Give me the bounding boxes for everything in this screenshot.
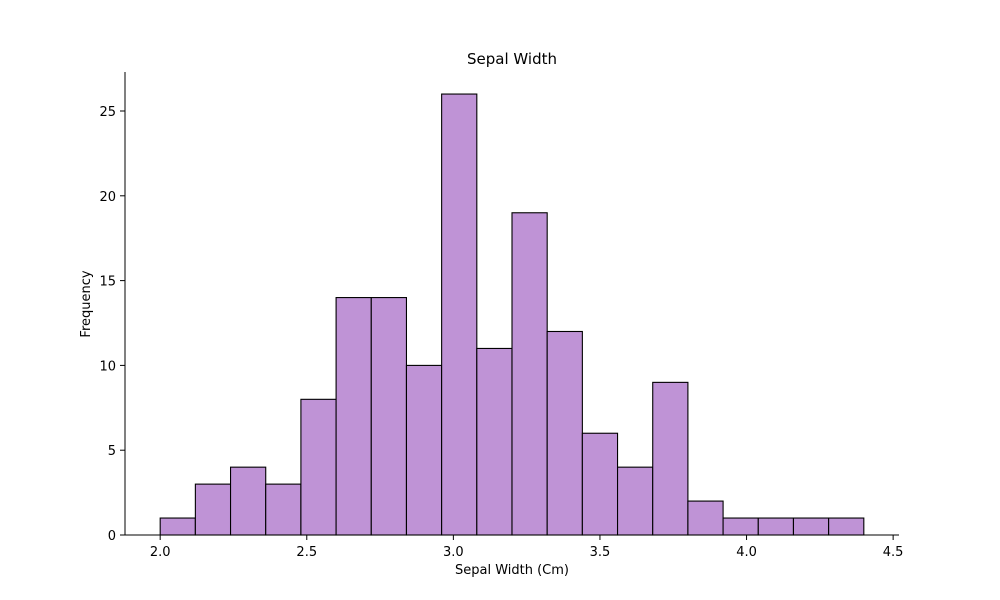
y-tick-label: 15 — [99, 275, 116, 290]
chart-title: Sepal Width — [467, 50, 557, 68]
histogram-bar — [335, 297, 372, 536]
histogram-bar — [652, 381, 689, 536]
x-tick-label: 2.5 — [296, 545, 317, 560]
histogram-bar — [476, 347, 513, 536]
y-tick-label: 0 — [108, 529, 116, 544]
histogram-bar — [370, 297, 408, 536]
x-tick-label: 3.0 — [443, 545, 464, 560]
histogram-bar — [828, 517, 865, 536]
y-tick-label: 25 — [99, 105, 116, 120]
x-tick-label: 4.5 — [883, 545, 904, 560]
y-axis-label: Frequency — [79, 270, 94, 337]
histogram-bar — [194, 483, 232, 536]
bars-group — [159, 93, 865, 536]
histogram-bar — [546, 330, 583, 536]
x-tick-label: 3.5 — [590, 545, 611, 560]
x-tick-label: 4.0 — [736, 545, 757, 560]
x-ticks-group: 2.0 2.5 3.0 3.5 4.0 4.5 — [150, 535, 904, 560]
histogram-bar — [405, 364, 443, 536]
histogram-bar — [687, 500, 724, 536]
histogram-bar — [757, 517, 795, 536]
histogram-bar — [581, 432, 619, 536]
histogram-bar — [792, 517, 830, 536]
histogram-bar — [616, 466, 654, 536]
histogram-bar — [229, 466, 267, 536]
histogram-bar — [265, 483, 302, 536]
y-tick-label: 20 — [99, 190, 116, 205]
histogram-bar — [159, 517, 196, 536]
x-tick-label: 2.0 — [150, 545, 171, 560]
x-axis-label: Sepal Width (Cm) — [455, 563, 569, 578]
y-ticks-group: 0 5 10 15 20 25 — [99, 105, 125, 544]
histogram-bar — [300, 398, 337, 536]
y-tick-label: 10 — [99, 359, 116, 374]
histogram-bar — [511, 212, 548, 536]
histogram-bar — [722, 517, 759, 536]
histogram-bar — [441, 93, 478, 536]
y-tick-label: 5 — [108, 444, 116, 459]
